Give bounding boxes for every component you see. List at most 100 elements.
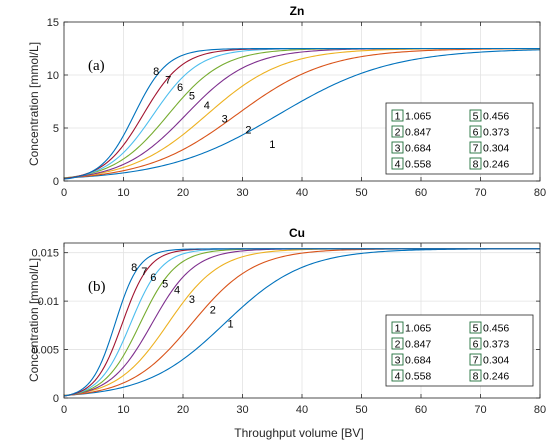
legend-value-4: 0.558 xyxy=(405,159,431,171)
legend-number-8: 8 xyxy=(473,159,479,171)
legend-value-1: 1.065 xyxy=(405,323,431,335)
legend-value-8: 0.246 xyxy=(483,159,509,171)
x-tick-label: 50 xyxy=(355,404,367,416)
legend-number-3: 3 xyxy=(395,355,401,367)
legend-number-4: 4 xyxy=(395,159,401,171)
legend-number-7: 7 xyxy=(473,355,479,367)
x-tick-label: 60 xyxy=(415,187,427,199)
x-tick-label: 20 xyxy=(177,404,189,416)
curve-label-2: 2 xyxy=(210,305,216,317)
series-line-2 xyxy=(63,48,541,179)
legend-value-7: 0.304 xyxy=(483,143,509,155)
curve-label-4: 4 xyxy=(174,284,180,296)
curve-label-3: 3 xyxy=(222,114,228,126)
legend-marker-1 xyxy=(391,321,404,334)
curve-label-7: 7 xyxy=(141,266,147,278)
legend-number-7: 7 xyxy=(473,143,479,155)
legend-number-8: 8 xyxy=(473,371,479,383)
x-axis-label: Throughput volume [BV] xyxy=(234,426,363,440)
legend-marker-3 xyxy=(391,353,404,366)
legend-number-3: 3 xyxy=(395,143,401,155)
legend-number-6: 6 xyxy=(473,339,479,351)
legend-marker-8 xyxy=(469,157,482,170)
curve-label-5: 5 xyxy=(189,90,195,102)
y-axis-label: Concentration [mmol/L] xyxy=(27,258,41,382)
curve-label-3: 3 xyxy=(189,294,195,306)
x-tick-label: 10 xyxy=(117,404,129,416)
y-axis-label: Concentration [mmol/L] xyxy=(27,42,41,166)
x-tick-label: 30 xyxy=(236,187,248,199)
legend-marker-2 xyxy=(391,337,404,350)
y-tick-label: 5 xyxy=(53,123,59,135)
y-tick-label: 0 xyxy=(53,393,59,405)
legend-marker-5 xyxy=(469,321,482,334)
legend-number-5: 5 xyxy=(473,111,479,123)
legend-value-2: 0.847 xyxy=(405,127,431,139)
legend-marker-6 xyxy=(469,125,482,138)
curve-label-4: 4 xyxy=(204,100,210,112)
legend-value-3: 0.684 xyxy=(405,143,431,155)
x-tick-label: 0 xyxy=(61,404,67,416)
legend-marker-8 xyxy=(469,369,482,382)
legend-number-4: 4 xyxy=(395,371,401,383)
curve-label-6: 6 xyxy=(150,272,156,284)
panel-label: (a) xyxy=(88,58,105,74)
x-tick-label: 20 xyxy=(177,187,189,199)
curve-label-8: 8 xyxy=(131,262,137,274)
y-tick-label: 0.015 xyxy=(31,248,59,260)
x-tick-label: 70 xyxy=(474,404,486,416)
curve-label-8: 8 xyxy=(153,66,159,78)
curve-label-5: 5 xyxy=(162,279,168,291)
legend-value-1: 1.065 xyxy=(405,111,431,123)
legend-value-2: 0.847 xyxy=(405,339,431,351)
series-line-1 xyxy=(63,49,541,179)
y-tick-label: 0 xyxy=(53,176,59,188)
legend-box xyxy=(385,314,534,387)
x-tick-label: 0 xyxy=(61,187,67,199)
legend-value-5: 0.456 xyxy=(483,323,509,335)
x-tick-label: 50 xyxy=(355,187,367,199)
legend-number-2: 2 xyxy=(395,127,401,139)
chart-title: Zn xyxy=(290,4,305,18)
legend-value-4: 0.558 xyxy=(405,371,431,383)
legend-value-3: 0.684 xyxy=(405,355,431,367)
legend-number-1: 1 xyxy=(395,323,401,335)
panel-label: (b) xyxy=(88,279,106,295)
curve-label-6: 6 xyxy=(177,82,183,94)
legend-marker-4 xyxy=(391,157,404,170)
legend-marker-6 xyxy=(469,337,482,350)
legend-box xyxy=(385,102,534,175)
x-tick-label: 10 xyxy=(117,187,129,199)
series-line-8 xyxy=(63,47,540,180)
y-tick-label: 0.01 xyxy=(38,296,59,308)
x-tick-label: 80 xyxy=(534,187,546,199)
curve-label-1: 1 xyxy=(228,318,234,330)
legend-value-7: 0.304 xyxy=(483,355,509,367)
y-tick-label: 15 xyxy=(47,17,59,29)
curve-label-1: 1 xyxy=(269,139,275,151)
legend-value-5: 0.456 xyxy=(483,111,509,123)
legend-number-6: 6 xyxy=(473,127,479,139)
x-tick-label: 70 xyxy=(474,187,486,199)
legend-number-2: 2 xyxy=(395,339,401,351)
legend-value-6: 0.373 xyxy=(483,127,509,139)
legend-marker-5 xyxy=(469,109,482,122)
x-tick-label: 30 xyxy=(236,404,248,416)
legend-number-1: 1 xyxy=(395,111,401,123)
curve-label-7: 7 xyxy=(165,74,171,86)
legend-marker-7 xyxy=(469,353,482,366)
curve-label-2: 2 xyxy=(245,124,251,136)
y-tick-label: 0.005 xyxy=(31,345,59,357)
x-tick-label: 40 xyxy=(296,404,308,416)
legend-value-8: 0.246 xyxy=(483,371,509,383)
series-line-8 xyxy=(63,248,540,397)
legend-marker-7 xyxy=(469,141,482,154)
legend-number-5: 5 xyxy=(473,323,479,335)
x-tick-label: 40 xyxy=(296,187,308,199)
legend-value-6: 0.373 xyxy=(483,339,509,351)
x-tick-label: 80 xyxy=(534,404,546,416)
y-tick-label: 10 xyxy=(47,70,59,82)
